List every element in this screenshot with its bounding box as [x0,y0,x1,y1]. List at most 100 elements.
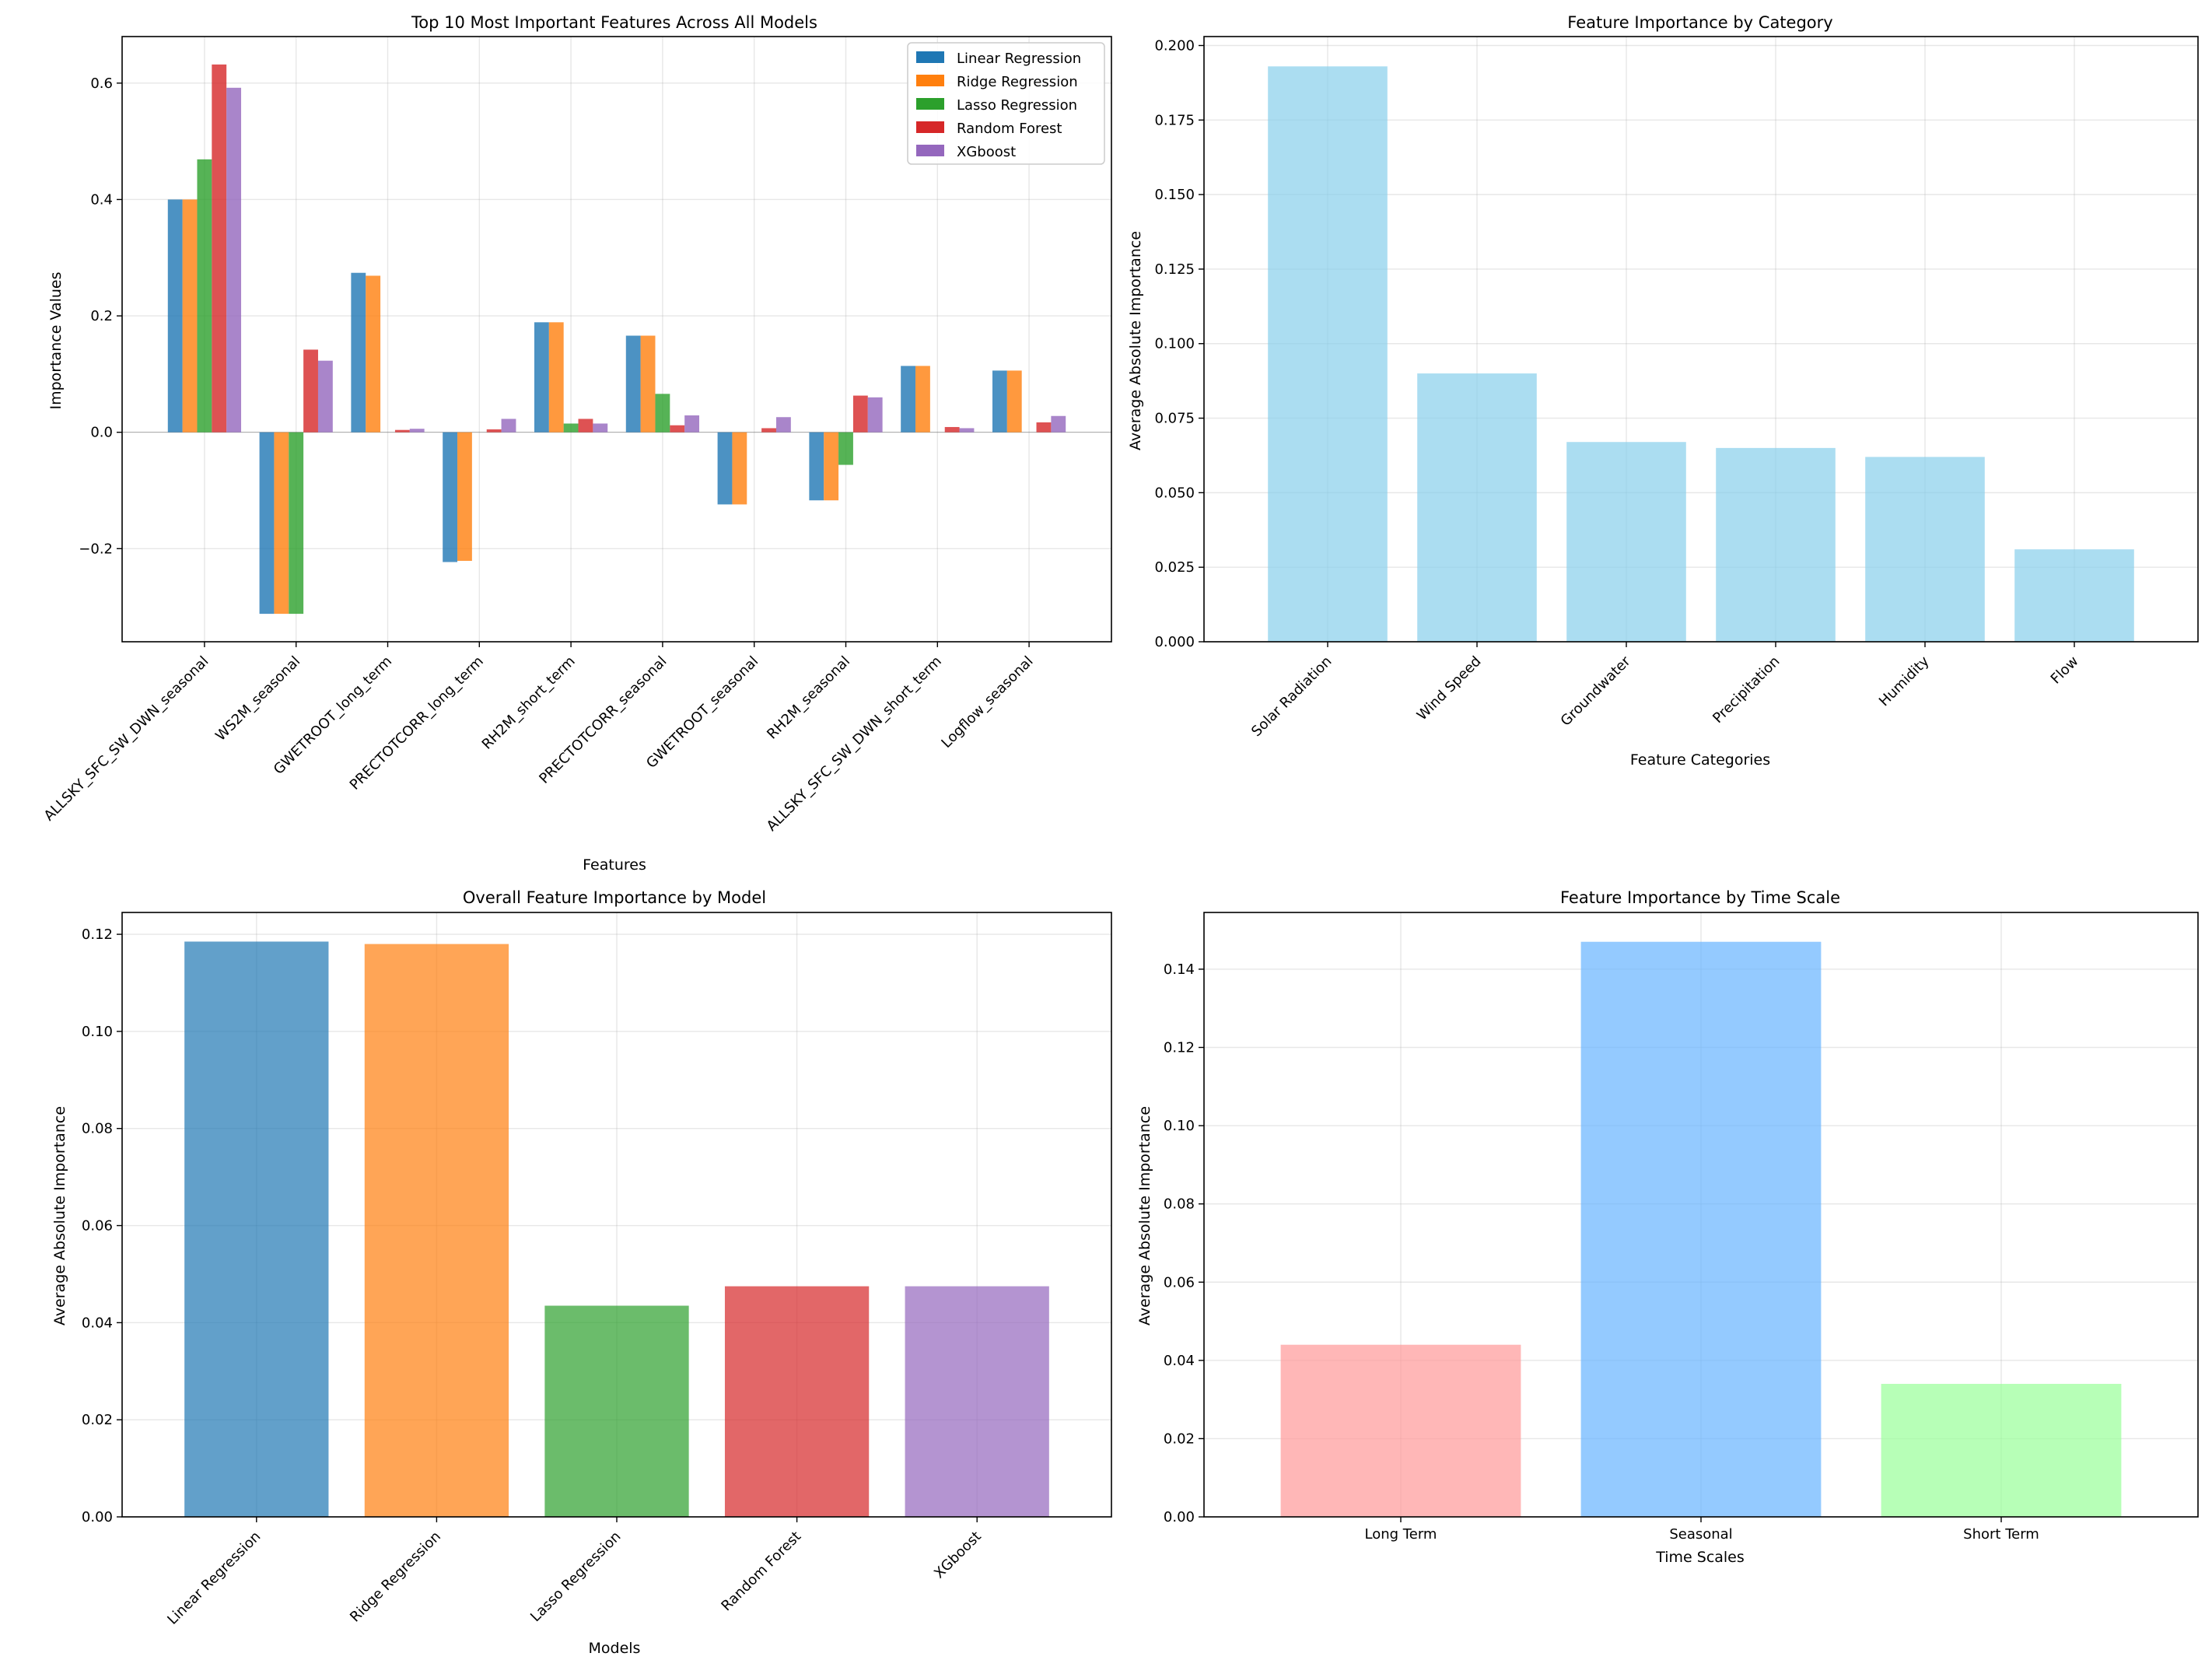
ytick-label: −0.2 [79,541,113,557]
xticks-timescale: Long Term Seasonal Short Term [1365,1517,2039,1543]
bar-random-forest-allsky-sfc-sw-dwn-short-term [944,426,960,433]
ytick-label: 0.050 [1154,485,1195,501]
bar-xgboost-prectotcorr-seasonal [684,415,700,433]
bar-random-forest-rh2m-seasonal [852,395,868,433]
bar-random-forest-ws2m-seasonal [303,349,318,433]
bar-xgboost-ws2m-seasonal [317,360,333,433]
ytick-label: 0.08 [1164,1196,1195,1213]
bar-xgboost-logflow-seasonal [1051,415,1066,433]
bars-model [184,941,1049,1517]
bar-linear-regression-allsky-sfc-sw-dwn-short-term [901,366,916,433]
bar-lasso-regression [544,1305,689,1517]
axes-frame-top10 [121,36,1112,643]
bars-category [1268,66,2134,642]
legend-label-xgboost: XGboost [957,144,1016,160]
ytick-label: 0.125 [1154,261,1195,278]
ylabel-model: Average Absolute Importance [51,1106,68,1326]
ytick-label: 0.4 [90,191,113,208]
ytick-label: 0.025 [1154,559,1195,576]
ytick-label: 0.02 [1164,1431,1195,1447]
panel-timescale: Feature Importance by Time Scale Time Sc… [1136,888,2199,1566]
bar-linear-regression-allsky-sfc-sw-dwn-seasonal [167,199,183,433]
ytick-label: 0.075 [1154,411,1195,427]
bar-linear-regression [184,941,329,1517]
bar-short-term [1881,1384,2122,1517]
bar-lasso-regression-prectotcorr-seasonal [655,394,670,433]
ylabel-timescale: Average Absolute Importance [1136,1106,1153,1326]
bar-ridge-regression-ws2m-seasonal [274,432,289,615]
bar-xgboost-rh2m-short-term [593,423,608,433]
bar-linear-regression-logflow-seasonal [992,370,1007,433]
ytick-label: 0.08 [82,1121,113,1137]
bar-ridge-regression-gwetroot-long-term [366,275,381,433]
bar-ridge-regression-allsky-sfc-sw-dwn-short-term [915,366,930,433]
ytick-label: 0.00 [1164,1509,1195,1525]
bar-lasso-regression-allsky-sfc-sw-dwn-seasonal [197,159,212,433]
ytick-label: 0.04 [82,1315,113,1331]
legend-label-random-forest: Random Forest [957,121,1062,137]
ytick-label: 0.06 [82,1218,113,1234]
bar-ridge-regression-logflow-seasonal [1006,370,1022,433]
bar-flow [2014,549,2134,642]
bar-precipitation [1716,447,1836,642]
xlabel-category: Feature Categories [1630,751,1770,769]
ytick-label: 0.14 [1164,961,1195,978]
ytick-label: 0.2 [90,308,113,324]
ytick-label: 0.04 [1164,1353,1195,1369]
bar-random-forest-prectotcorr-long-term [486,429,502,433]
ytick-label: 0.0 [90,425,113,441]
bar-random-forest-allsky-sfc-sw-dwn-seasonal [212,64,227,433]
bar-linear-regression-gwetroot-long-term [351,272,366,433]
bar-random-forest-gwetroot-seasonal [761,428,776,433]
yticks-timescale: 0.00 0.02 0.04 0.06 0.08 0.10 0.12 0.14 [1164,961,1204,1525]
axes-frame-timescale [1203,912,2199,1518]
axes-frame-model [121,912,1112,1518]
bar-ridge-regression-rh2m-seasonal [824,432,839,501]
legend-label-lasso-regression: Lasso Regression [957,97,1077,114]
ytick-label: 0.100 [1154,336,1195,352]
yticks-model: 0.00 0.02 0.04 0.06 0.08 0.10 0.12 [82,926,122,1525]
bar-linear-regression-ws2m-seasonal [259,432,275,615]
bar-linear-regression-prectotcorr-long-term [443,432,458,562]
ytick-label: 0.000 [1154,634,1195,650]
ytick-label: 0.00 [82,1509,113,1525]
title-top10: Top 10 Most Important Features Across Al… [411,13,817,32]
ytick-label: 0.12 [82,926,113,943]
bar-ridge-regression-prectotcorr-long-term [457,432,472,562]
bar-wind-speed [1417,373,1537,642]
legend-swatch-lasso-regression [916,98,944,110]
bar-linear-regression-rh2m-seasonal [809,432,824,501]
bar-xgboost-gwetroot-seasonal [775,417,791,433]
xtick-label-seasonal: Seasonal [1669,1526,1732,1543]
legend-swatch-ridge-regression [916,75,944,86]
bar-groundwater [1566,442,1686,642]
ytick-label: 0.200 [1154,37,1195,54]
bar-lasso-regression-ws2m-seasonal [289,432,304,615]
title-timescale: Feature Importance by Time Scale [1560,888,1840,907]
bar-ridge-regression-rh2m-short-term [548,322,564,433]
legend: Linear Regression Ridge Regression Lasso… [907,42,1105,165]
bar-lasso-regression-rh2m-seasonal [838,432,853,465]
legend-label-linear-regression: Linear Regression [957,51,1081,67]
bar-xgboost-gwetroot-long-term [409,429,425,433]
ylabel-top10: Importance Values [47,272,65,410]
bar-ridge-regression-prectotcorr-seasonal [640,335,656,433]
bar-ridge-regression [364,944,509,1517]
bar-lasso-regression-rh2m-short-term [563,423,579,433]
bar-ridge-regression-gwetroot-seasonal [732,432,747,505]
xlabel-model: Models [589,1640,641,1657]
axes-frame-category [1203,36,2199,643]
bars-timescale [1280,941,2122,1517]
bar-solar-radiation [1268,66,1388,642]
ytick-label: 0.02 [82,1412,113,1428]
bar-xgboost-allsky-sfc-sw-dwn-short-term [959,428,975,433]
bar-random-forest-logflow-seasonal [1036,422,1052,433]
bar-random-forest-rh2m-short-term [578,419,593,433]
bar-humidity [1865,457,1985,642]
bars-top10 [167,64,1066,615]
bar-xgboost [905,1286,1049,1517]
legend-swatch-random-forest [916,121,944,133]
ytick-label: 0.12 [1164,1040,1195,1056]
